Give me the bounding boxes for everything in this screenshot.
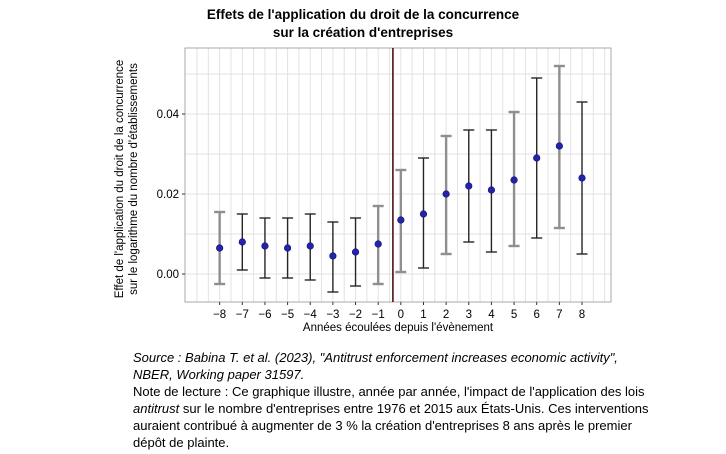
data-point	[216, 244, 224, 252]
x-tick-label: −5	[281, 309, 294, 321]
x-tick-label: 3	[466, 309, 472, 321]
y-axis-label: Effet de l'application du droit de la co…	[114, 59, 140, 299]
data-point	[283, 244, 292, 252]
data-point	[555, 142, 563, 150]
data-point	[487, 186, 496, 194]
data-point	[578, 174, 586, 182]
y-tick-label: 0.04	[157, 109, 180, 121]
x-tick-label: 1	[420, 309, 426, 321]
x-tick-label: −6	[258, 309, 271, 321]
x-tick-label: 6	[534, 309, 540, 321]
note-text-after: sur le nombre d'entreprises entre 1976 e…	[133, 401, 649, 450]
x-tick-label: −3	[326, 309, 339, 321]
x-tick-label: 8	[579, 309, 585, 321]
x-tick-label: 0	[398, 309, 404, 321]
data-point	[419, 210, 428, 218]
x-tick-label: 4	[488, 309, 495, 321]
x-tick-label: −1	[372, 309, 385, 321]
data-point	[533, 154, 541, 162]
note-text-before: Note de lecture : Ce graphique illustre,…	[133, 384, 645, 399]
x-tick-label: 7	[556, 309, 562, 321]
chart-title: Effets de l'application du droit de la c…	[206, 7, 520, 40]
x-tick-label: −8	[213, 309, 226, 321]
data-point	[238, 238, 246, 246]
x-axis-label: Années écoulées depuis l'évènement	[302, 322, 494, 334]
data-point	[261, 242, 269, 250]
data-point	[397, 216, 405, 224]
data-point	[329, 252, 337, 260]
source-text: Source : Babina T. et al. (2023), "Antit…	[133, 350, 618, 382]
y-tick-label: 0.02	[157, 189, 179, 201]
y-tick-label: 0.00	[157, 269, 179, 281]
panel-border	[184, 47, 612, 303]
caption-block: Source : Babina T. et al. (2023), "Antit…	[133, 349, 655, 451]
data-point	[465, 182, 473, 190]
data-point	[306, 242, 314, 250]
x-tick-label: 5	[511, 309, 517, 321]
data-point	[351, 248, 360, 256]
x-tick-label: 2	[443, 309, 449, 321]
reading-note: Note de lecture : Ce graphique illustre,…	[133, 383, 655, 451]
data-point	[374, 240, 382, 248]
x-tick-label: −7	[236, 309, 249, 321]
x-tick-label: −4	[304, 309, 318, 321]
data-point	[442, 190, 450, 198]
note-text-italic: antitrust	[133, 401, 180, 416]
x-tick-label: −2	[349, 309, 362, 321]
chart-plot-area: −8 −7 −6 −5 −4 −3 −2 −1 0 1 2 3 4 5 6 7 8 0.00 0.02 0.04	[157, 47, 612, 321]
data-point	[510, 176, 518, 184]
